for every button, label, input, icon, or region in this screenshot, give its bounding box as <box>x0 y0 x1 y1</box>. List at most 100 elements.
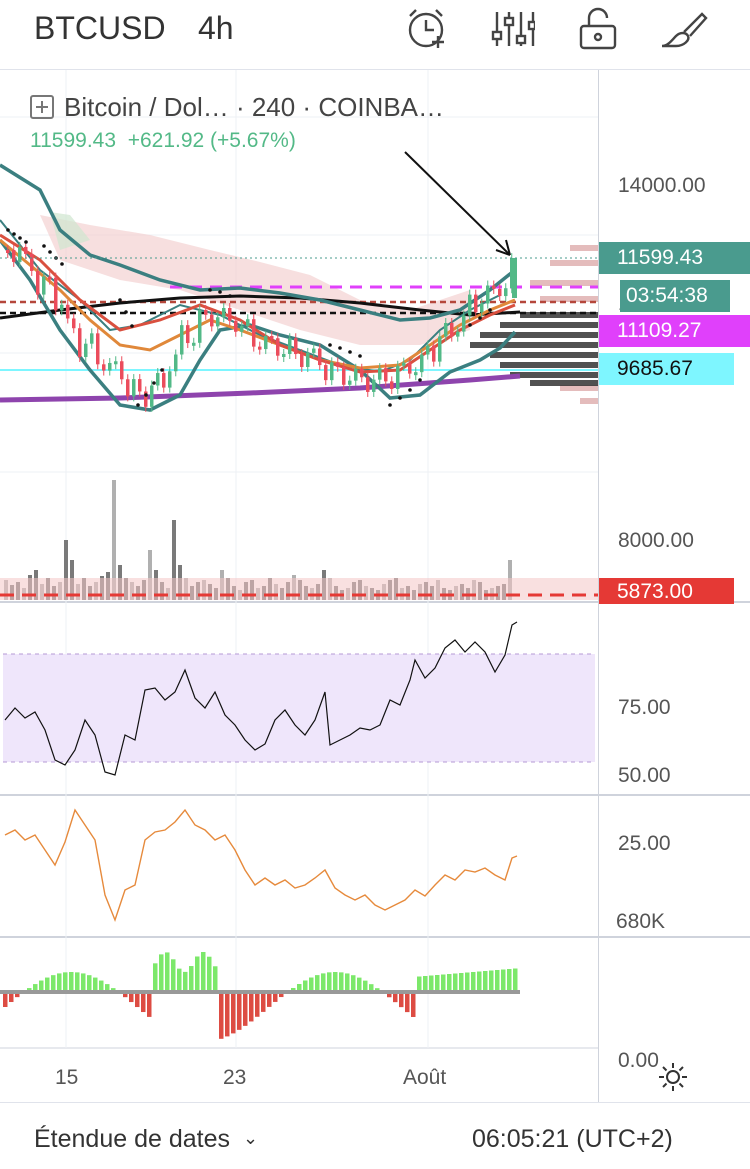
macd-bar <box>291 987 296 992</box>
volume-bar <box>112 480 116 600</box>
legend-title: Bitcoin / Dol… · 240 · COINBA… <box>64 92 444 122</box>
macd-bar <box>351 975 356 992</box>
macd-bar <box>471 972 476 992</box>
chevron-down-icon: ⌄ <box>242 1128 259 1148</box>
drawing-brush-icon[interactable] <box>658 4 708 54</box>
macd-bar <box>129 992 134 1003</box>
macd-bar <box>303 980 308 992</box>
macd-bar <box>123 992 128 998</box>
legend-expand-icon[interactable] <box>30 95 54 119</box>
macd-bar <box>501 969 506 992</box>
macd-bar <box>357 977 362 992</box>
macd-bar <box>333 972 338 992</box>
time-tick-aout: Août <box>403 1066 447 1089</box>
macd-bar <box>315 975 320 992</box>
macd-bar <box>57 973 62 992</box>
rsi-tick-50: 50.00 <box>618 764 671 787</box>
macd-bar <box>483 971 488 992</box>
macd-bar <box>213 966 218 992</box>
obv-tick-680k: 680K <box>616 910 666 933</box>
macd-bar <box>411 992 416 1017</box>
macd-bar <box>177 968 182 992</box>
macd-bar <box>153 963 158 992</box>
macd-bar <box>255 992 260 1017</box>
macd-bar <box>339 972 344 992</box>
macd-bar <box>93 977 98 992</box>
macd-bar <box>297 984 302 992</box>
macd-bar <box>441 974 446 992</box>
lock-icon[interactable] <box>573 4 623 54</box>
volume-bar <box>64 540 68 600</box>
macd-bar <box>435 975 440 992</box>
chart-settings-gear-icon[interactable] <box>657 1061 689 1093</box>
macd-bar <box>87 975 92 992</box>
top-toolbar: BTCUSD 4h <box>0 0 750 70</box>
indicators-icon[interactable] <box>487 4 537 54</box>
macd-bar <box>201 952 206 992</box>
macd-bar <box>207 956 212 992</box>
countdown-tag: 03:54:38 <box>620 280 730 312</box>
macd-bar <box>399 992 404 1008</box>
macd-bar <box>165 952 170 992</box>
macd-bar <box>99 980 104 992</box>
macd-tick-zero: 0.00 <box>618 1049 659 1072</box>
macd-bar <box>489 970 494 992</box>
macd-bar <box>405 992 410 1013</box>
magenta-line-tag: 11109.27 <box>599 315 750 347</box>
time-tick-15: 15 <box>55 1066 79 1089</box>
legend-last-price: 11599.43 <box>30 129 117 152</box>
chart-area[interactable]: 14000.00 12000.00 8000.00 75.00 50.00 25… <box>0 70 750 1102</box>
symbol-label[interactable]: BTCUSD <box>34 10 166 46</box>
macd-bar <box>369 984 374 992</box>
macd-bar <box>309 977 314 992</box>
legend-quote: 11599.43 +621.92 (+5.67%) <box>30 129 296 153</box>
macd-bar <box>33 984 38 992</box>
macd-bar <box>273 992 278 1002</box>
volume-bar <box>172 520 176 600</box>
interval-label[interactable]: 4h <box>198 10 234 46</box>
macd-bar <box>183 971 188 992</box>
macd-bar <box>249 992 254 1022</box>
macd-bar <box>159 954 164 992</box>
clock-timezone[interactable]: 06:05:21 (UTC+2) <box>472 1125 673 1153</box>
macd-bar <box>363 980 368 992</box>
macd-bar <box>423 976 428 992</box>
macd-bar <box>81 973 86 992</box>
cyan-line-tag: 9685.67 <box>599 353 734 385</box>
macd-bar <box>279 992 284 998</box>
macd-bar <box>225 992 230 1037</box>
macd-bar <box>141 992 146 1013</box>
time-tick-23: 23 <box>223 1066 247 1089</box>
macd-bar <box>267 992 272 1007</box>
volume-bar <box>148 550 152 600</box>
macd-bar <box>63 972 68 992</box>
macd-bar <box>261 992 266 1012</box>
date-range-label: Étendue de dates <box>34 1125 230 1153</box>
macd-bar <box>195 956 200 992</box>
bottom-bar: Étendue de dates ⌄ 06:05:21 (UTC+2) <box>0 1102 750 1169</box>
rsi-tick-75: 75.00 <box>618 696 671 719</box>
macd-bar <box>51 975 56 992</box>
macd-bar <box>171 959 176 992</box>
macd-bar <box>135 992 140 1008</box>
macd-bar <box>147 992 152 1017</box>
macd-bar <box>345 973 350 992</box>
legend-change: +621.92 (+5.67%) <box>127 129 296 152</box>
macd-bar <box>189 966 194 992</box>
macd-bar <box>9 992 14 1003</box>
macd-bar <box>459 973 464 992</box>
legend-header[interactable]: Bitcoin / Dol… · 240 · COINBA… <box>30 92 444 123</box>
macd-bar <box>15 992 20 998</box>
price-tick-14000: 14000.00 <box>618 174 706 197</box>
macd-bar <box>495 970 500 992</box>
macd-bar <box>321 973 326 992</box>
macd-bar <box>69 972 74 992</box>
price-axis-border <box>598 70 599 1102</box>
volume-ma-tag: 5873.00 <box>599 578 734 604</box>
alert-clock-icon[interactable] <box>402 4 452 54</box>
macd-bar <box>39 980 44 992</box>
macd-bar <box>327 972 332 992</box>
rsi-tick-25: 25.00 <box>618 832 671 855</box>
macd-bar <box>75 972 80 992</box>
date-range-button[interactable]: Étendue de dates ⌄ <box>34 1125 258 1154</box>
